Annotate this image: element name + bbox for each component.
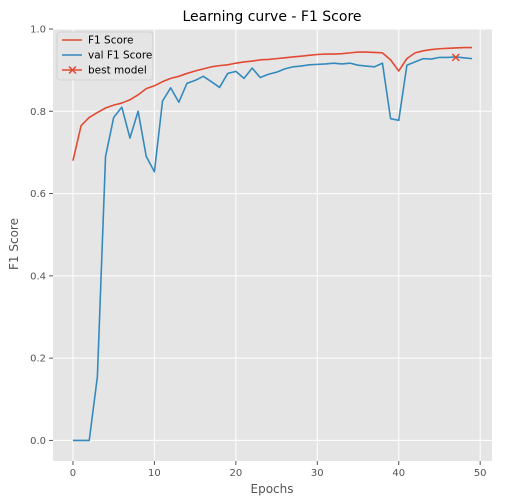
legend-box [56,31,154,81]
legend-label: F1 Score [88,35,133,47]
best-model-marker [451,53,460,62]
grid-lines [53,28,492,461]
y-tick-label: 1.0 [30,25,46,36]
x-tick-label: 40 [392,468,405,479]
x-tick-label: 30 [311,468,324,479]
legend-label: best model [88,65,147,77]
legend-entry: F1 Score [62,35,133,47]
series-layer [72,46,473,442]
x-axis-label: Epochs [251,482,294,496]
x-tick-label: 0 [70,468,76,479]
marker-layer [451,53,460,62]
y-tick-label: 0.0 [30,436,46,447]
best-model-marker-stroke [451,53,460,62]
series-line [72,56,473,442]
x-tick-label: 10 [148,468,161,479]
y-tick-label: 0.8 [30,107,46,118]
y-tick-label: 0.2 [30,354,46,365]
y-axis-label: F1 Score [7,218,21,270]
y-tick-label: 0.4 [30,271,46,282]
chart-title: Learning curve - F1 Score [182,9,361,25]
legend-entry: val F1 Score [62,50,152,62]
series-val-f1-score [72,56,473,442]
legend-marker-stroke [68,65,77,75]
plot-area [53,29,492,461]
legend-entry: best model [62,65,147,77]
legend: F1 Score val F1 Score best model [56,31,154,81]
x-tick-label: 50 [474,468,487,479]
legend-label: val F1 Score [88,50,152,62]
axis-ticks: 0 10 20 30 40 50 0.0 0.2 0.4 0.6 0.8 1.0 [30,25,486,480]
y-tick-label: 0.6 [30,189,46,200]
series-f1-score [72,46,473,161]
x-tick-label: 20 [229,468,242,479]
series-line [72,46,473,161]
